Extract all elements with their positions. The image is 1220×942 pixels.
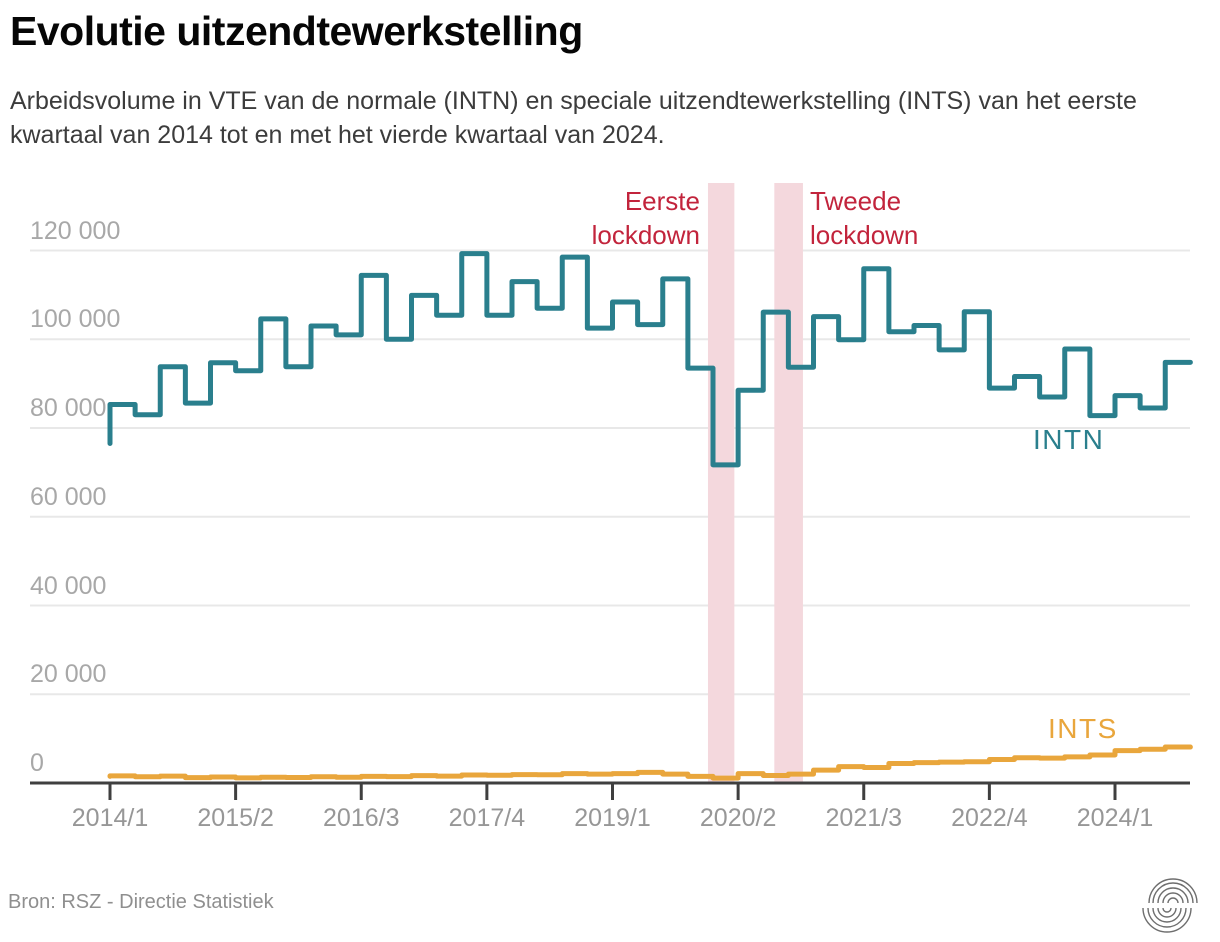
ints-line — [107, 744, 1193, 781]
x-axis-label: 2021/3 — [825, 804, 902, 832]
intn-series-label: INTN — [1033, 424, 1105, 455]
ints-series-label: INTS — [1048, 713, 1118, 744]
y-axis-label: 40 000 — [30, 571, 107, 600]
lockdown-band — [707, 183, 735, 783]
x-axis-label: 2014/1 — [71, 804, 149, 832]
y-axis-label: 120 000 — [30, 216, 121, 245]
chart-subtitle: Arbeidsvolume in VTE van de normale (INT… — [10, 87, 1137, 149]
annotation-line: Tweede — [810, 186, 902, 216]
rsz-logo — [1142, 878, 1198, 933]
x-axis-label: 2020/2 — [699, 804, 777, 832]
y-axis-label: 20 000 — [30, 660, 107, 689]
annotation-line: lockdown — [591, 220, 700, 250]
second-lockdown-annotation: Tweede lockdown — [810, 184, 918, 252]
x-axis-label: 2017/4 — [448, 804, 526, 832]
step-chart — [30, 183, 1193, 800]
y-axis-label: 60 000 — [30, 482, 107, 511]
x-axis-label: 2022/4 — [951, 804, 1028, 832]
x-axis-label: 2016/3 — [323, 804, 400, 832]
intn-line — [107, 251, 1193, 468]
x-axis-label: 2019/1 — [574, 804, 651, 832]
page-title: Evolutie uitzendtewerkstelling — [10, 8, 583, 54]
x-axis-label: 2024/1 — [1076, 804, 1154, 832]
annotation-line: Eerste — [624, 186, 700, 216]
y-axis-label: 80 000 — [30, 394, 107, 422]
first-lockdown-annotation: Eerste lockdown — [592, 184, 700, 252]
x-axis-label: 2015/2 — [197, 804, 274, 832]
y-axis-label: 100 000 — [30, 305, 121, 334]
annotation-line: lockdown — [810, 220, 919, 250]
source-note: Bron: RSZ - Directie Statistiek — [8, 891, 274, 913]
lockdown-band — [774, 183, 803, 783]
y-axis-label: 0 — [30, 749, 44, 777]
